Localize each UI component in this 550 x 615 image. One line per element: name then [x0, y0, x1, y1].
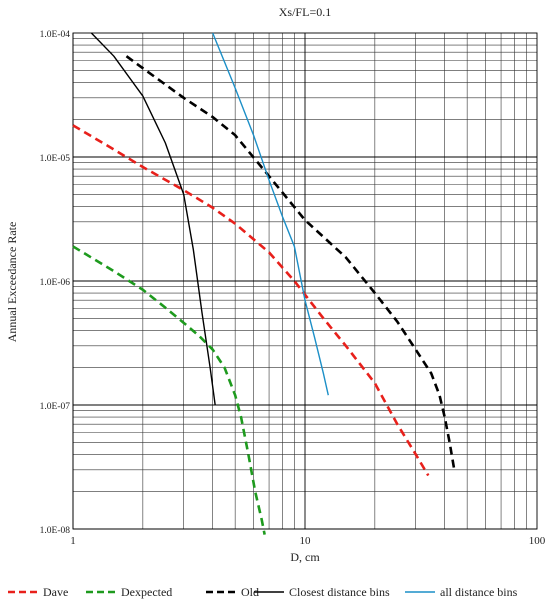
- legend-label-3: Closest distance bins: [289, 585, 390, 599]
- x-axis-label: D, cm: [290, 550, 320, 564]
- chart-title: Xs/FL=0.1: [279, 5, 331, 19]
- x-tick-label: 10: [300, 535, 312, 547]
- legend: Dave Dexpected Old Closest distance bins all…: [8, 585, 518, 599]
- y-tick-label: 1.0E-08: [40, 526, 71, 536]
- axis-tick-labels: 1 10 100 1.0E-08 1.0E-07 1.0E-06 1.0E-05 1.0E-0…: [40, 30, 546, 547]
- legend-label-0: Dave: [43, 585, 68, 599]
- y-axis-label: Annual Exceedance Rate: [5, 222, 19, 343]
- plot-frame: [72, 32, 538, 530]
- series-line-0: [72, 124, 430, 477]
- series-line-1: [72, 245, 266, 535]
- series-line-3: [90, 32, 216, 406]
- series-layer: [72, 32, 456, 535]
- x-tick-label: 100: [529, 535, 546, 547]
- y-tick-label: 1.0E-04: [40, 30, 71, 40]
- x-tick-label: 1: [70, 535, 76, 547]
- legend-label-1: Dexpected: [121, 585, 172, 599]
- y-tick-label: 1.0E-07: [40, 402, 71, 412]
- y-tick-label: 1.0E-05: [40, 154, 71, 164]
- y-tick-label: 1.0E-06: [40, 278, 71, 288]
- legend-label-2: Old: [241, 585, 259, 599]
- series-line-4: [212, 32, 329, 396]
- legend-label-4: all distance bins: [440, 585, 518, 599]
